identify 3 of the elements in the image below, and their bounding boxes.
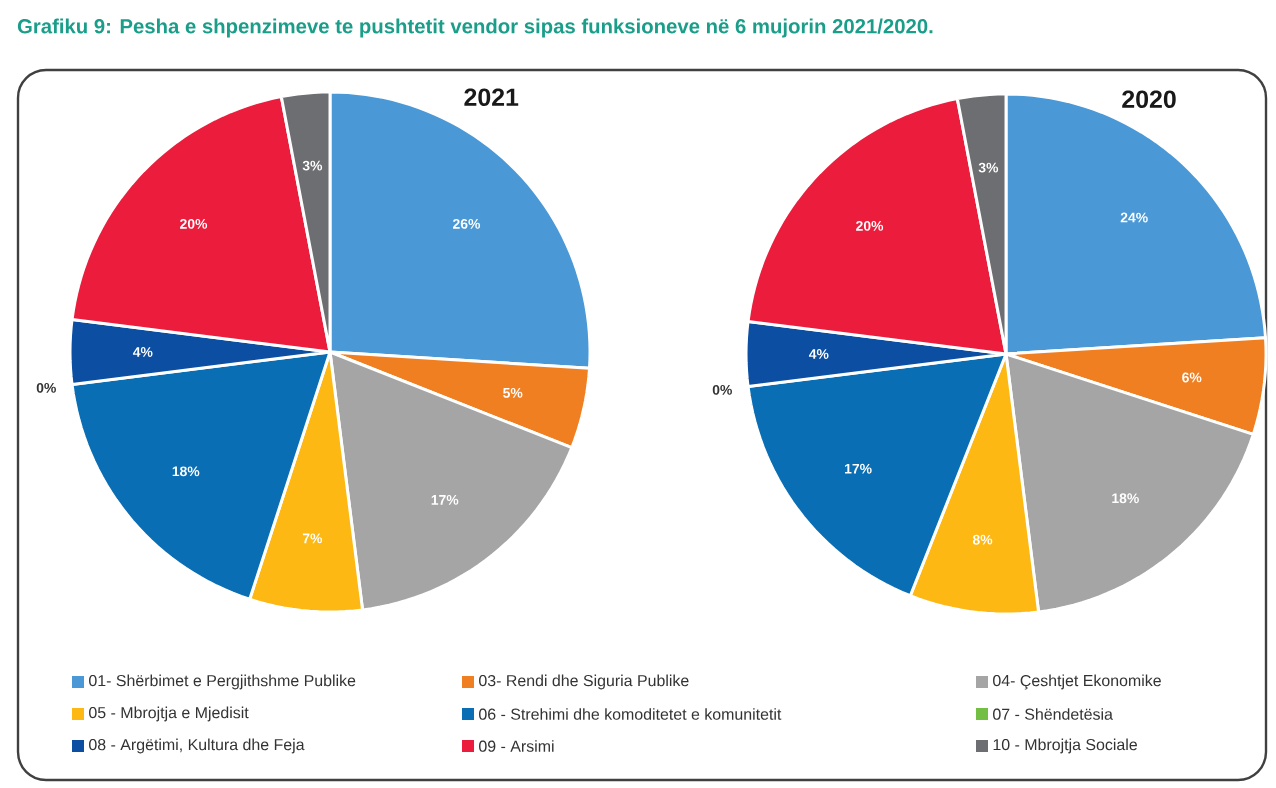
- text: Grafiku 9: Pesha e shpenzimeve te pushtetit vendor sipas funksioneve në 6 mujorin 2021/2020.: [17, 18, 933, 38]
- chart-title: 2020: [1122, 90, 1176, 109]
- chart-title: 2021: [464, 88, 519, 107]
